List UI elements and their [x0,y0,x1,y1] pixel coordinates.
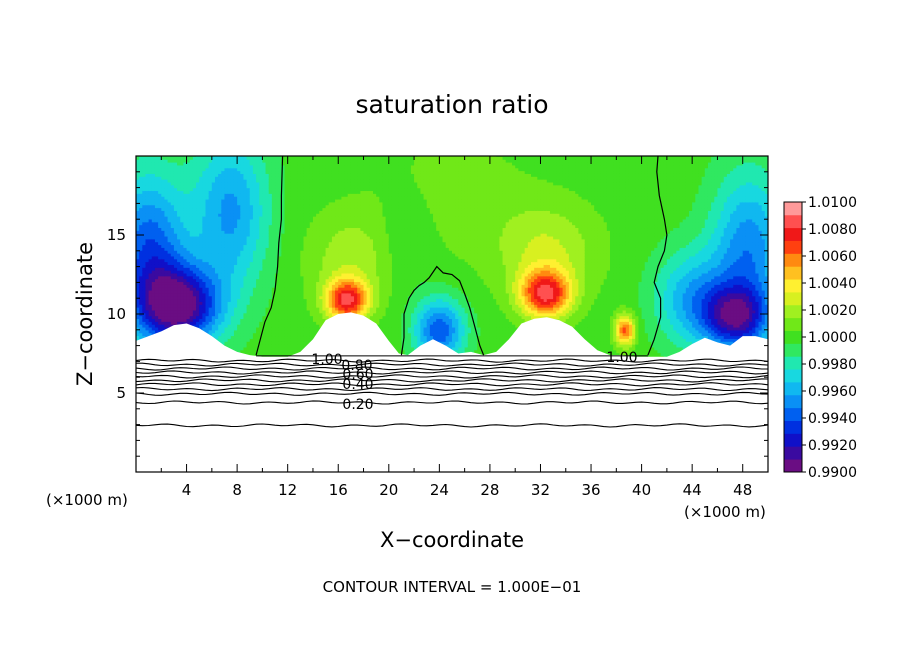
colorbar-label: 1.0000 [808,330,857,346]
colorbar-swatch [784,369,802,383]
colorbar-swatch [784,420,802,434]
colorbar-swatch [784,292,802,306]
colorbar-swatch [784,459,802,473]
colorbar-swatch [784,253,802,267]
colorbar-swatch [784,202,802,216]
chart-title: saturation ratio [355,90,548,119]
contour-label: 0.80 [341,358,372,374]
colorbar-swatch [784,227,802,241]
x-tick-label: 8 [232,481,242,499]
x-tick-label: 4 [182,481,192,499]
colorbar-label: 0.9920 [808,438,857,454]
colorbar-swatch [784,446,802,460]
contour-line-1.00 [647,156,668,356]
contour-label: 1.00 [311,352,342,368]
colorbar-label: 0.9940 [808,411,857,427]
colorbar-swatch [784,279,802,293]
x-axis: 4 8 12 16 20 24 28 32 36 40 44 48 [135,156,769,499]
contour-line [136,423,768,428]
x-axis-label: X−coordinate [380,528,524,552]
colorbar-label: 1.0060 [808,249,857,265]
colorbar-label: 0.9900 [808,465,857,481]
saturation-field [136,156,768,358]
colorbar-swatch [784,240,802,254]
colorbar-swatch [784,407,802,421]
colorbar-label: 0.9960 [808,384,857,400]
colorbar-swatch [784,266,802,280]
x-tick-label: 40 [632,481,651,499]
y-axis-label: Z−coordinate [73,242,97,386]
colorbar-swatch [784,343,802,357]
colorbar-label: 0.9980 [808,357,857,373]
colorbar-swatch [784,433,802,447]
x-tick-label: 20 [379,481,398,499]
colorbar-swatch [784,394,802,409]
contour-lines [136,156,768,428]
y-tick-label: 5 [116,384,126,402]
x-unit-left: (×1000 m) [46,491,128,509]
x-tick-label: 36 [581,481,600,499]
y-tick-label: 15 [107,226,126,244]
colorbar-label: 1.0020 [808,303,857,319]
x-tick-label: 28 [480,481,499,499]
colorbar-label: 1.0100 [808,195,857,211]
contour-line [136,386,768,392]
contour-label: 0.40 [342,377,373,393]
contour-label: 0.20 [342,397,373,413]
x-tick-label: 48 [733,481,752,499]
unsaturated-area [136,312,768,358]
y-tick-label: 10 [107,305,126,323]
x-tick-label: 16 [329,481,348,499]
contour-line [136,382,768,387]
contour-line [136,370,768,375]
colorbar-swatch [784,356,802,370]
contour-line [136,400,768,405]
colorbar-swatch [784,317,802,331]
colorbar: 1.0100 1.0080 1.0060 1.0040 1.0020 1.0000 0.99… [783,195,857,481]
colorbar-label: 1.0040 [808,276,857,292]
x-tick-label: 44 [683,481,702,499]
contour-interval-note: CONTOUR INTERVAL = 1.000E−01 [323,578,582,596]
x-unit-right: (×1000 m) [684,503,766,521]
x-tick-label: 12 [278,481,297,499]
contour-line [136,391,768,396]
contour-line [136,362,768,367]
unsaturated-region [136,312,768,358]
contour-label: 1.00 [606,350,637,366]
contour-line-1.00 [400,265,485,356]
colorbar-swatch [784,304,802,319]
contour-line [136,374,768,379]
contour-line-1.00 [255,156,284,356]
colorbar-swatch [784,330,802,344]
contour-labels: 1.000.800.600.400.201.00 [311,350,637,413]
colorbar-swatch [784,214,802,229]
plot-area: 1.000.800.600.400.201.00 [135,155,769,473]
contour-label: 0.60 [342,367,373,383]
colorbar-label: 1.0080 [808,222,857,238]
contour-line [136,366,768,371]
contour-line [136,358,768,363]
y-axis: 5 10 15 [107,171,768,457]
x-tick-label: 32 [531,481,550,499]
x-tick-label: 24 [430,481,449,499]
colorbar-swatch [784,382,802,396]
contour-line [136,378,768,383]
